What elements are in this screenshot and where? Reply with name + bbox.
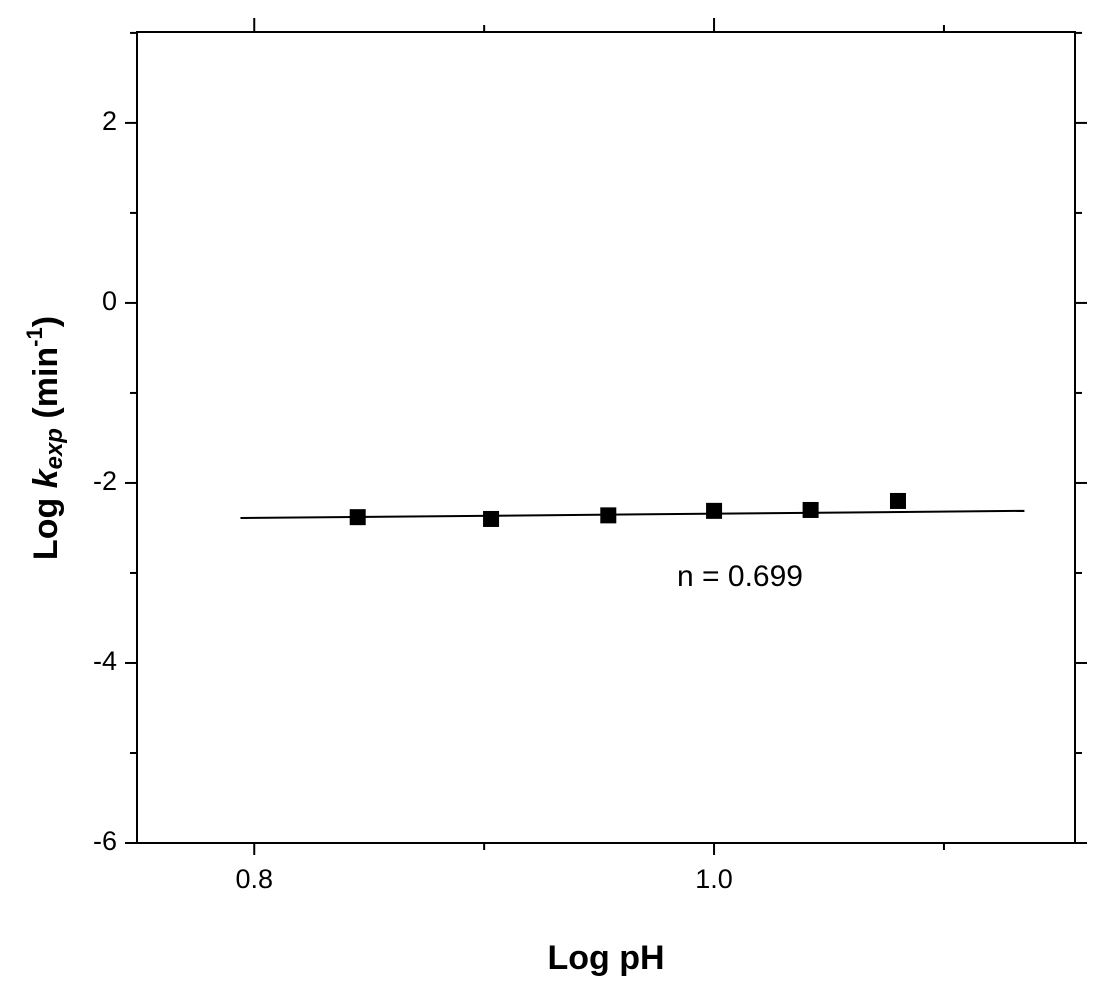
point <box>349 509 366 526</box>
x-tick-label: 0.8 <box>235 864 273 894</box>
y-tick-label: -6 <box>93 826 117 856</box>
x-tick-label: 1.0 <box>695 864 733 894</box>
y-title-superscript: -1 <box>22 327 47 347</box>
y-title-symbol: k <box>27 467 65 488</box>
x-axis-title: Log pH <box>547 939 664 977</box>
y-title-part: (min <box>27 347 65 428</box>
fit-line <box>240 509 1025 520</box>
annotation: n = 0.699 <box>677 560 803 593</box>
y-title-part: Log <box>27 488 65 560</box>
point <box>600 507 617 524</box>
y-title-part: ) <box>27 316 65 327</box>
y-tick-label: -2 <box>93 466 117 496</box>
y-tick-label: 2 <box>102 106 117 136</box>
y-tick-label: 0 <box>102 286 117 316</box>
y-tick-label: -4 <box>93 646 117 676</box>
point <box>889 492 906 509</box>
point <box>802 501 819 518</box>
point <box>483 510 500 527</box>
y-axis-title: Log kexp (min-1) <box>22 316 69 560</box>
point <box>706 502 723 519</box>
y-title-subscript: exp <box>41 428 68 469</box>
plot-frame <box>136 31 1076 844</box>
